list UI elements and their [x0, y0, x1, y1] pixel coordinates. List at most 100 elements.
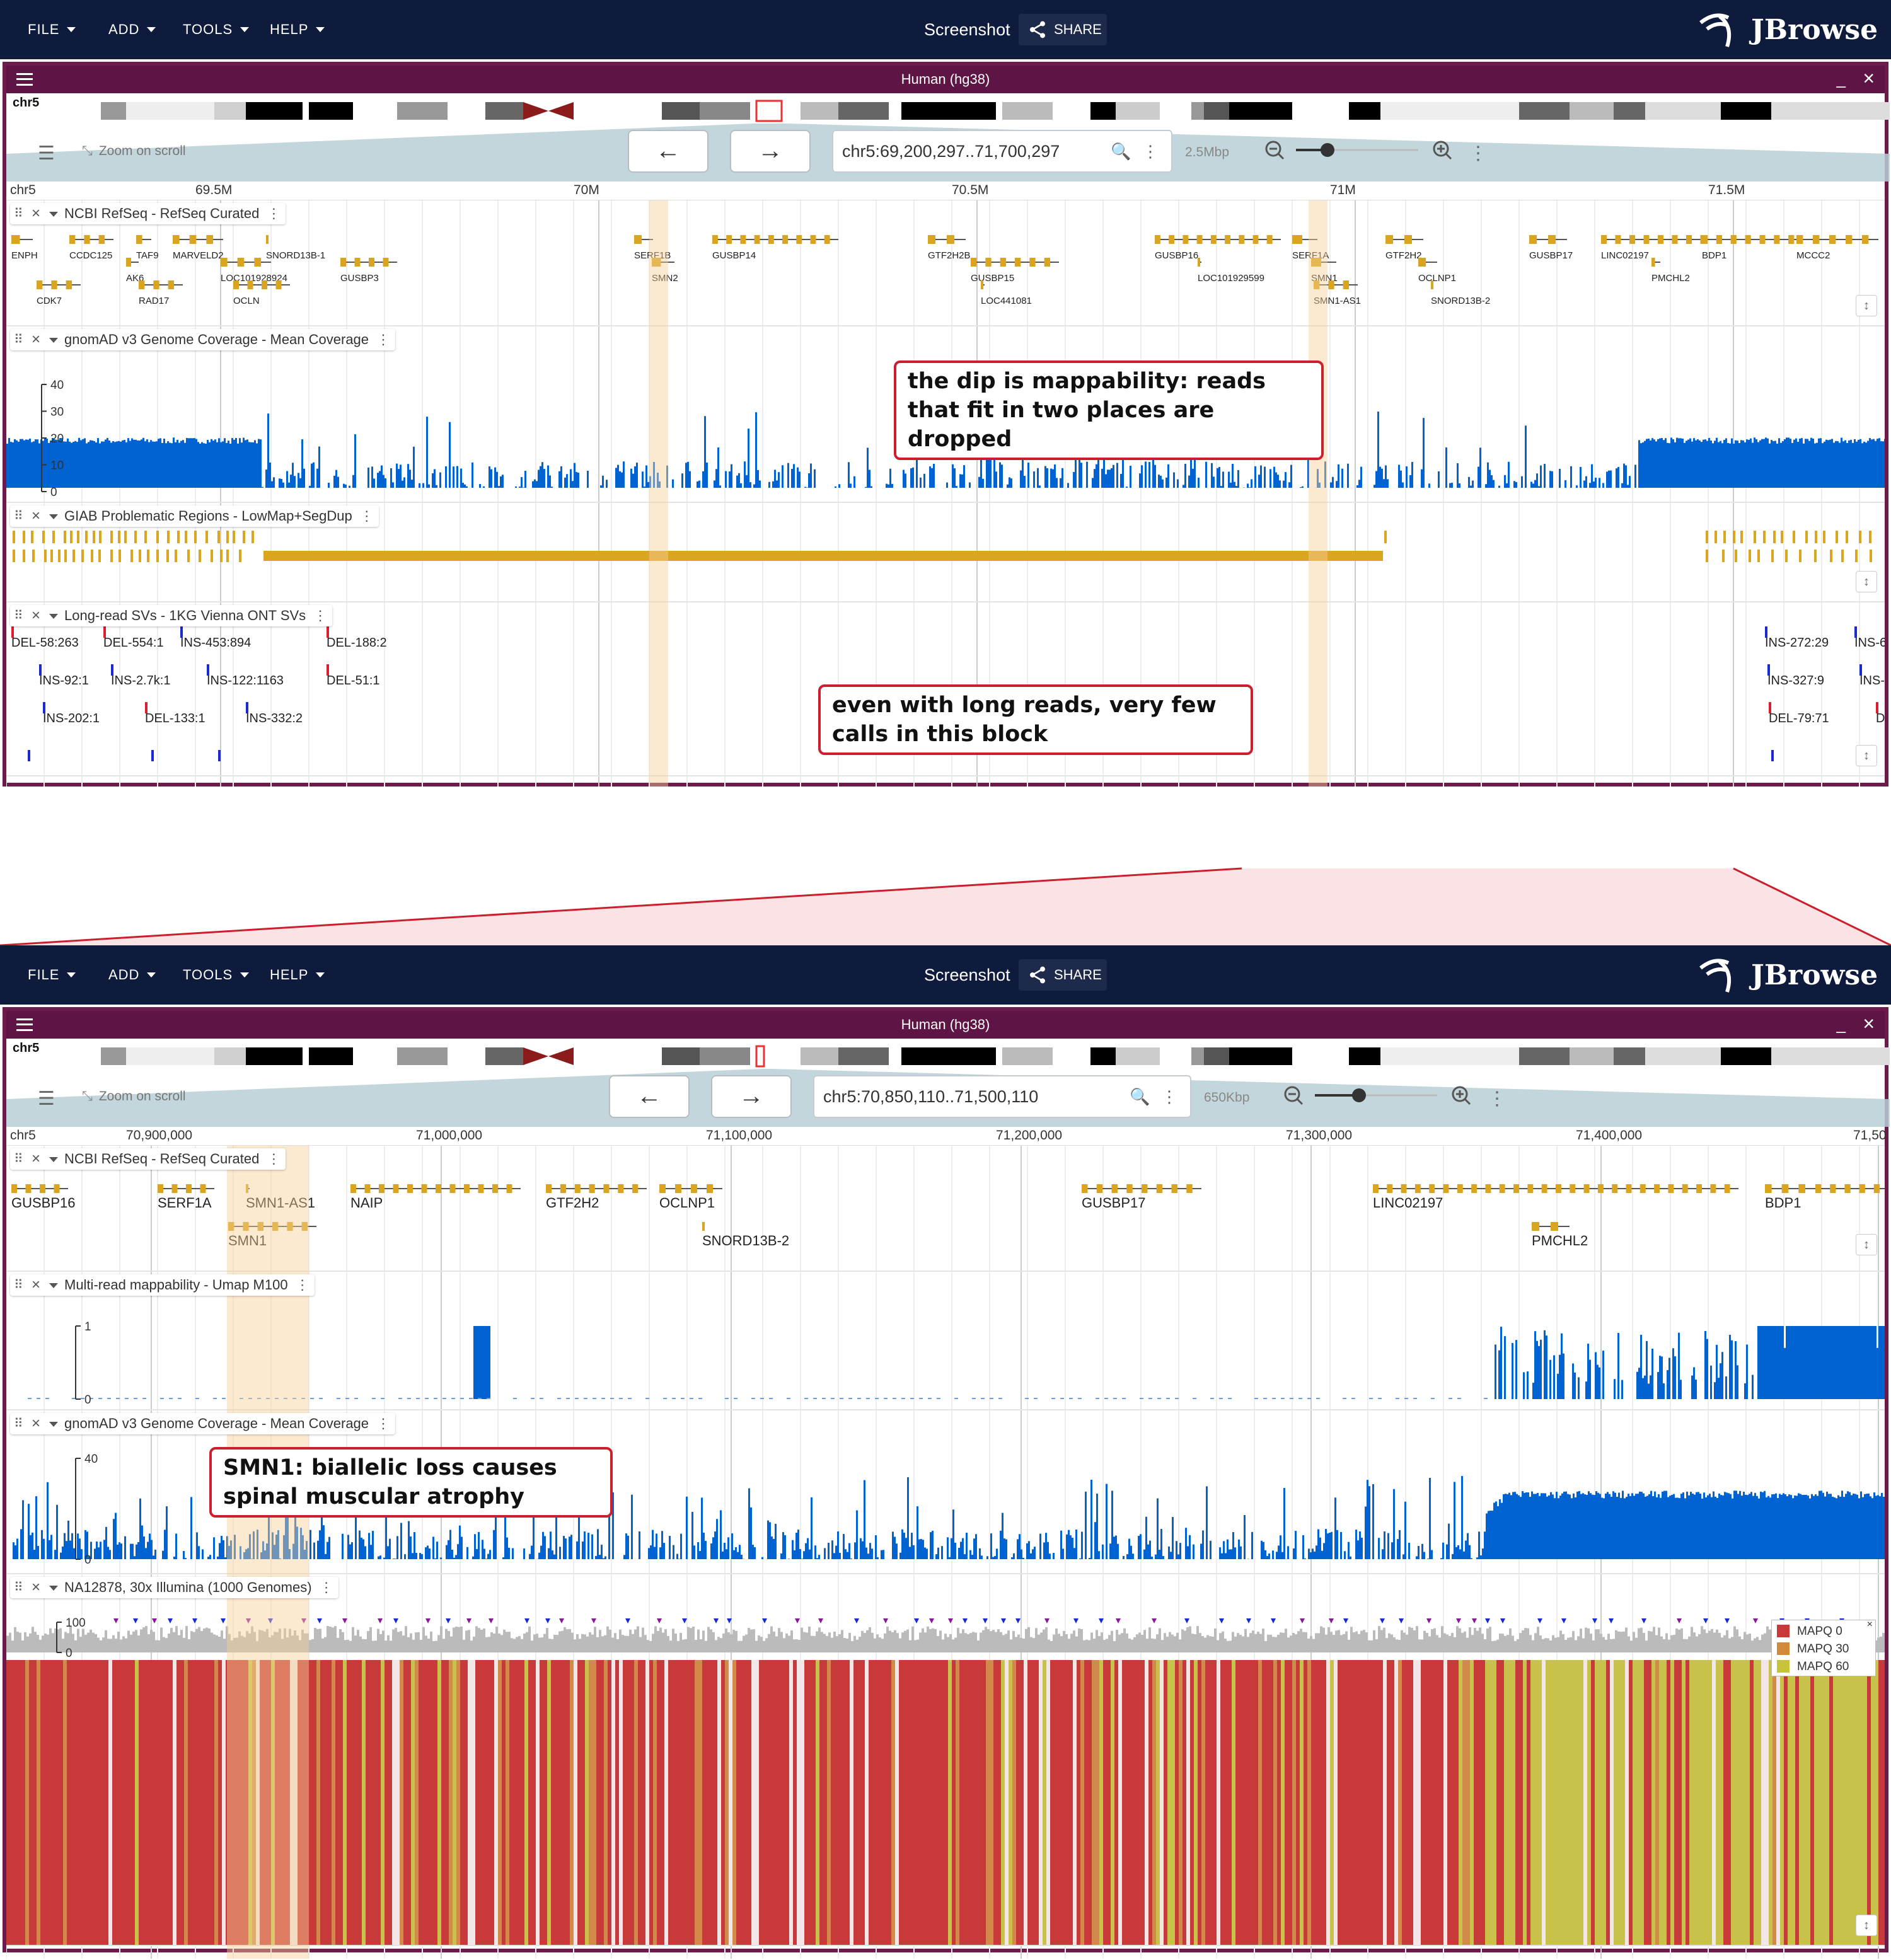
zoom-slider[interactable]: [1280, 1083, 1494, 1108]
collapse-icon[interactable]: [49, 1157, 58, 1162]
more-vert-icon[interactable]: ⋮: [1161, 1087, 1177, 1106]
close-icon[interactable]: ×: [1863, 1012, 1875, 1035]
drag-handle-icon[interactable]: ⠿: [14, 333, 23, 347]
track-menu-icon[interactable]: ⋮: [376, 331, 391, 347]
track-height-icon[interactable]: ↕: [1856, 1915, 1877, 1936]
snp-coverage-bar: [1333, 1635, 1335, 1652]
share-button[interactable]: SHARE: [1019, 959, 1107, 991]
track-label[interactable]: ⠿ × Long-read SVs - 1KG Vienna ONT SVs ⋮: [10, 605, 333, 626]
close-track-icon[interactable]: ×: [32, 1150, 41, 1167]
minimize-icon[interactable]: _: [1836, 69, 1846, 88]
coverage-bar: [772, 481, 774, 488]
track-menu-icon[interactable]: ⋮: [319, 1579, 333, 1595]
close-track-icon[interactable]: ×: [32, 1276, 41, 1293]
location-search-input[interactable]: chr5:69,200,297..71,700,297 🔍 ⋮: [832, 130, 1172, 173]
track-label[interactable]: ⠿ × NCBI RefSeq - RefSeq Curated ⋮: [10, 203, 286, 224]
collapse-icon[interactable]: [49, 338, 58, 343]
track-selector-icon[interactable]: ☰: [38, 143, 55, 164]
more-vert-icon[interactable]: ⋮: [1142, 142, 1159, 161]
coverage-histogram[interactable]: 400: [6, 1410, 1885, 1574]
collapse-icon[interactable]: [49, 1586, 58, 1591]
close-icon[interactable]: ×: [1863, 67, 1875, 89]
track-label[interactable]: ⠿ × NA12878, 30x Illumina (1000 Genomes) ⋮: [10, 1577, 338, 1598]
track-label[interactable]: ⠿ × NCBI RefSeq - RefSeq Curated ⋮: [10, 1148, 286, 1170]
sv-features[interactable]: DEL-58:263 DEL-554:1 INS-453:894 DEL-188:2I…: [6, 602, 1885, 776]
ideogram[interactable]: chr5: [6, 93, 1890, 124]
view-options-icon[interactable]: ⋮: [1488, 1088, 1506, 1109]
track-menu-icon[interactable]: ⋮: [376, 1415, 391, 1431]
coverage-bar: [1310, 1552, 1312, 1559]
drag-handle-icon[interactable]: ⠿: [14, 1152, 23, 1166]
collapse-icon[interactable]: [49, 614, 58, 619]
track-label[interactable]: ⠿ × gnomAD v3 Genome Coverage - Mean Cover…: [10, 1413, 396, 1434]
drag-handle-icon[interactable]: ⠿: [14, 207, 23, 221]
track-label[interactable]: ⠿ × Multi-read mappability - Umap M100 ⋮: [10, 1274, 315, 1296]
track-menu-icon[interactable]: ⋮: [359, 508, 374, 524]
menu-tools[interactable]: TOOLS: [183, 945, 250, 1005]
collapse-icon[interactable]: [49, 1283, 58, 1288]
scroll-right-button[interactable]: →: [711, 1075, 792, 1118]
drag-handle-icon[interactable]: ⠿: [14, 1278, 23, 1292]
menu-file[interactable]: FILE: [28, 0, 76, 59]
scale-bar[interactable]: chr5 70,900,000 71,000,000 71,100,000 71,20…: [6, 1127, 1887, 1146]
close-legend-icon[interactable]: ×: [1866, 1619, 1873, 1630]
drag-handle-icon[interactable]: ⠿: [14, 609, 23, 623]
collapse-icon[interactable]: [49, 514, 58, 519]
menu-file[interactable]: FILE: [28, 945, 76, 1005]
track-menu-icon[interactable]: ⋮: [313, 608, 328, 623]
menu-help[interactable]: HELP: [270, 0, 325, 59]
view-options-icon[interactable]: ⋮: [1469, 143, 1488, 164]
coverage-bar: [147, 1542, 149, 1559]
collapse-icon[interactable]: [49, 1422, 58, 1427]
track-label[interactable]: ⠿ × GIAB Problematic Regions - LowMap+SegD…: [10, 505, 379, 527]
coverage-bar: [1206, 1486, 1208, 1559]
track-height-icon[interactable]: ↕: [1856, 745, 1877, 766]
track-height-icon[interactable]: ↕: [1856, 295, 1877, 316]
zoom-on-scroll-toggle[interactable]: ⤡ Zoom on scroll: [82, 1089, 186, 1104]
location-search-input[interactable]: chr5:70,850,110..71,500,110 🔍 ⋮: [813, 1075, 1191, 1118]
zoom-on-scroll-toggle[interactable]: ⤡ Zoom on scroll: [82, 144, 186, 159]
track-menu-icon[interactable]: ⋮: [295, 1277, 309, 1293]
collapse-icon[interactable]: [49, 212, 58, 217]
mappability-histogram[interactable]: 10: [6, 1272, 1885, 1410]
menu-add[interactable]: ADD: [108, 0, 156, 59]
close-track-icon[interactable]: ×: [32, 331, 41, 348]
scroll-right-button[interactable]: →: [730, 130, 811, 173]
view-menu-icon[interactable]: [16, 73, 33, 86]
search-icon[interactable]: 🔍: [1130, 1087, 1150, 1106]
close-track-icon[interactable]: ×: [32, 1415, 41, 1432]
close-track-icon[interactable]: ×: [32, 507, 41, 524]
track-menu-icon[interactable]: ⋮: [267, 1151, 281, 1167]
track-height-icon[interactable]: ↕: [1856, 1234, 1877, 1255]
close-track-icon[interactable]: ×: [32, 205, 41, 222]
drag-handle-icon[interactable]: ⠿: [14, 1581, 23, 1594]
menu-add[interactable]: ADD: [108, 945, 156, 1005]
giab-regions[interactable]: [6, 503, 1885, 602]
alignments-pileup[interactable]: 1000: [6, 1574, 1885, 1946]
coverage-bar: [178, 442, 180, 488]
drag-handle-icon[interactable]: ⠿: [14, 1417, 23, 1431]
insertion-marker-icon: [1116, 1618, 1121, 1623]
search-icon[interactable]: 🔍: [1111, 142, 1131, 161]
track-menu-icon[interactable]: ⋮: [267, 205, 281, 221]
view-menu-icon[interactable]: [16, 1018, 33, 1031]
drag-handle-icon[interactable]: ⠿: [14, 509, 23, 523]
menu-help[interactable]: HELP: [270, 945, 325, 1005]
scroll-left-button[interactable]: ←: [609, 1075, 690, 1118]
menu-tools[interactable]: TOOLS: [183, 0, 250, 59]
close-track-icon[interactable]: ×: [32, 607, 41, 624]
track-label[interactable]: ⠿ × gnomAD v3 Genome Coverage - Mean Cover…: [10, 329, 396, 350]
share-button[interactable]: SHARE: [1019, 14, 1107, 45]
scale-bar[interactable]: chr5 69.5M 70M 70.5M 71M 71.5M: [6, 182, 1885, 200]
minimize-icon[interactable]: _: [1836, 1015, 1846, 1034]
ideogram[interactable]: chr5: [6, 1039, 1890, 1069]
scroll-left-button[interactable]: ←: [628, 130, 708, 173]
track-height-icon[interactable]: ↕: [1856, 571, 1877, 592]
close-track-icon[interactable]: ×: [32, 1579, 41, 1596]
read-column: [1512, 1660, 1515, 1945]
zoom-slider[interactable]: [1261, 137, 1475, 163]
track-selector-icon[interactable]: ☰: [38, 1088, 55, 1109]
